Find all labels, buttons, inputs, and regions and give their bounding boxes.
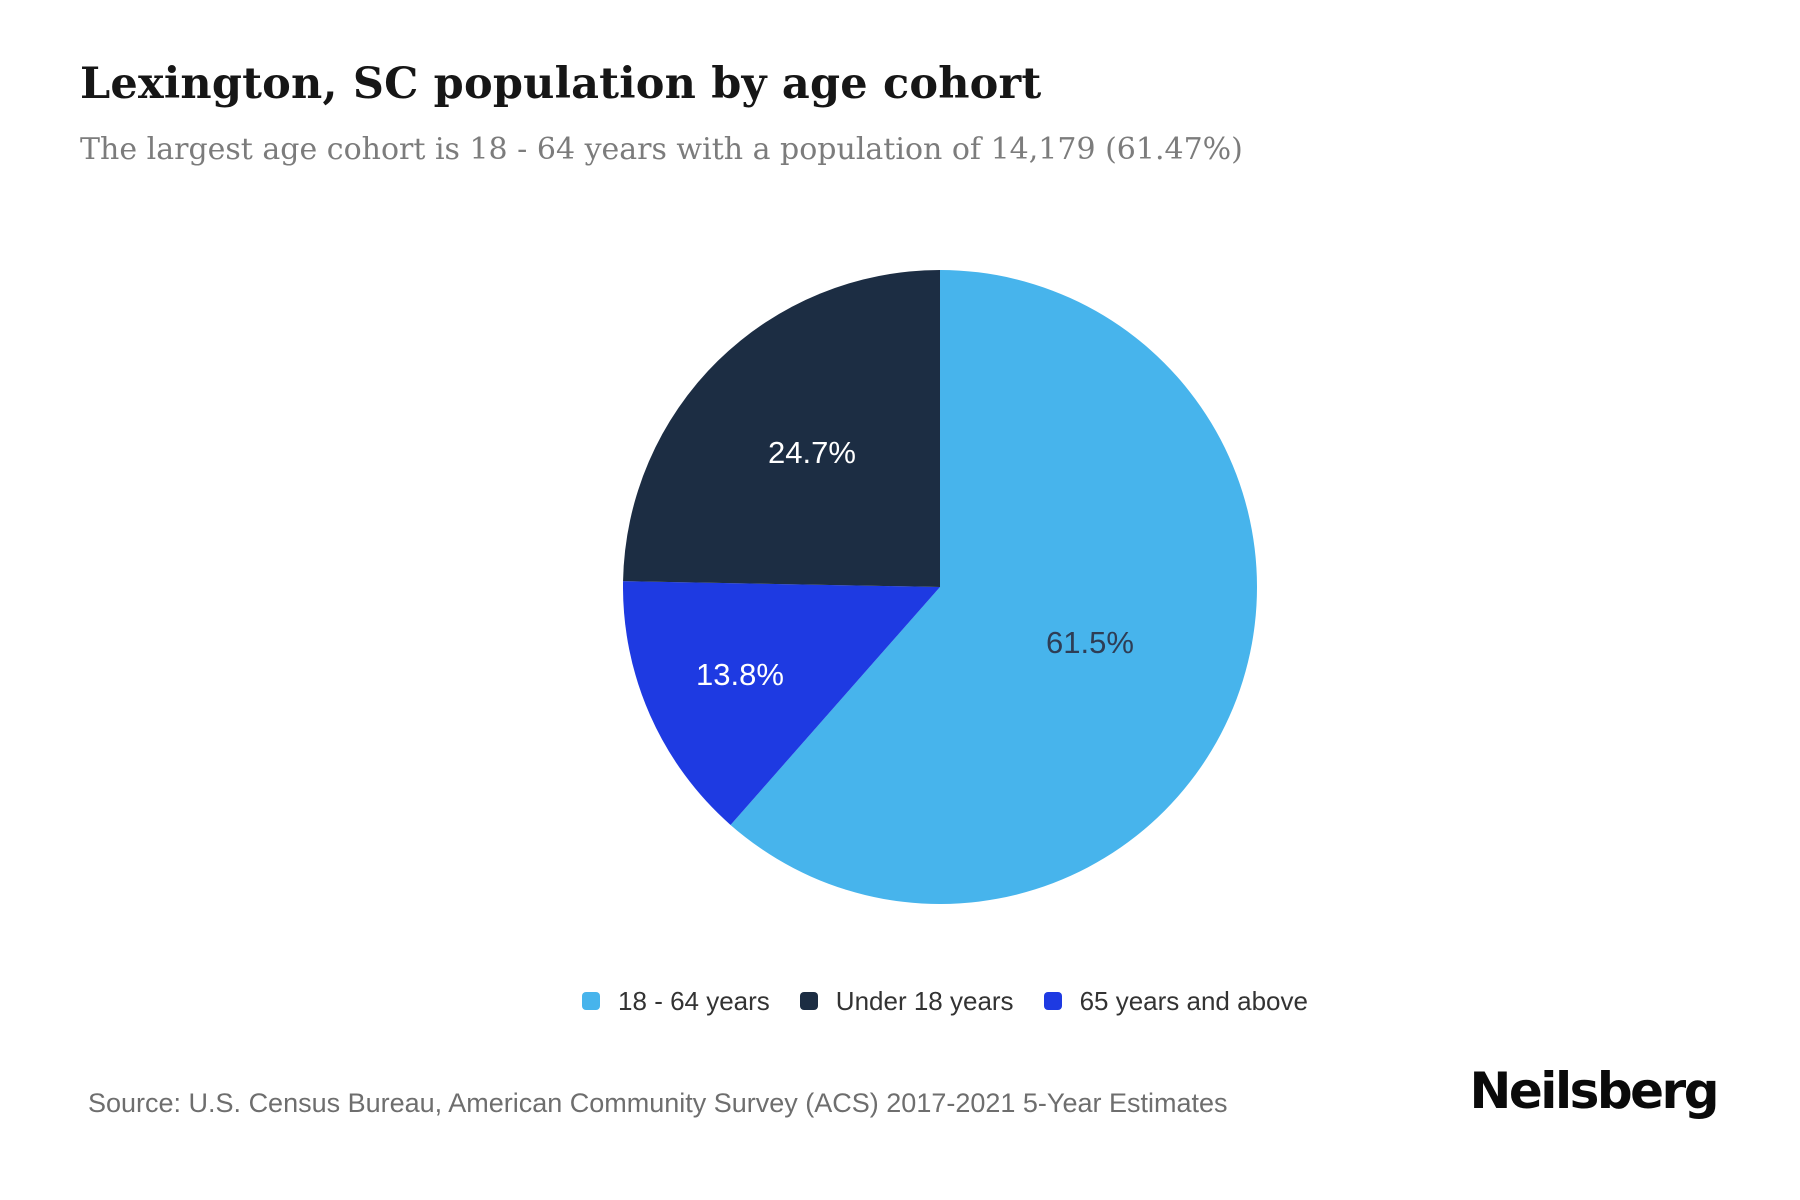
source-attribution: Source: U.S. Census Bureau, American Com… — [88, 1088, 1228, 1118]
pie — [623, 270, 1257, 904]
pie-slice-18-64-years[interactable] — [730, 270, 1257, 904]
legend-label-under-18-years: Under 18 years — [835, 986, 1014, 1016]
legend-label-18-64-years: 18 - 64 years — [618, 986, 770, 1016]
neilsberg-logo: Neilsberg — [1469, 1062, 1720, 1120]
legend-swatch-65-years-and-above — [1043, 992, 1062, 1010]
legend-item-under-18-years[interactable]: Under 18 years — [799, 986, 1014, 1016]
pie-slice-65-years-and-above[interactable] — [623, 581, 940, 825]
legend-swatch-under-18-years — [799, 992, 818, 1010]
pie-slice-under-18-years[interactable] — [623, 270, 940, 587]
pie-slice-label-under-18-years: 24.7% — [768, 435, 856, 470]
pie-slice-label-65-years-and-above: 13.8% — [696, 657, 784, 692]
legend-label-65-years-and-above: 65 years and above — [1079, 986, 1308, 1016]
chart-title: Lexington, SC population by age cohort — [80, 59, 1042, 109]
pie-slice-label-18-64-years: 61.5% — [1046, 625, 1134, 660]
chart-subtitle: The largest age cohort is 18 - 64 years … — [80, 132, 1243, 167]
legend: 18 - 64 years Under 18 years 65 years an… — [440, 988, 1450, 1014]
pie-chart — [623, 270, 1257, 904]
legend-swatch-18-64-years — [582, 992, 601, 1010]
legend-item-65-years-and-above[interactable]: 65 years and above — [1043, 986, 1308, 1016]
legend-item-18-64-years[interactable]: 18 - 64 years — [582, 988, 770, 1014]
